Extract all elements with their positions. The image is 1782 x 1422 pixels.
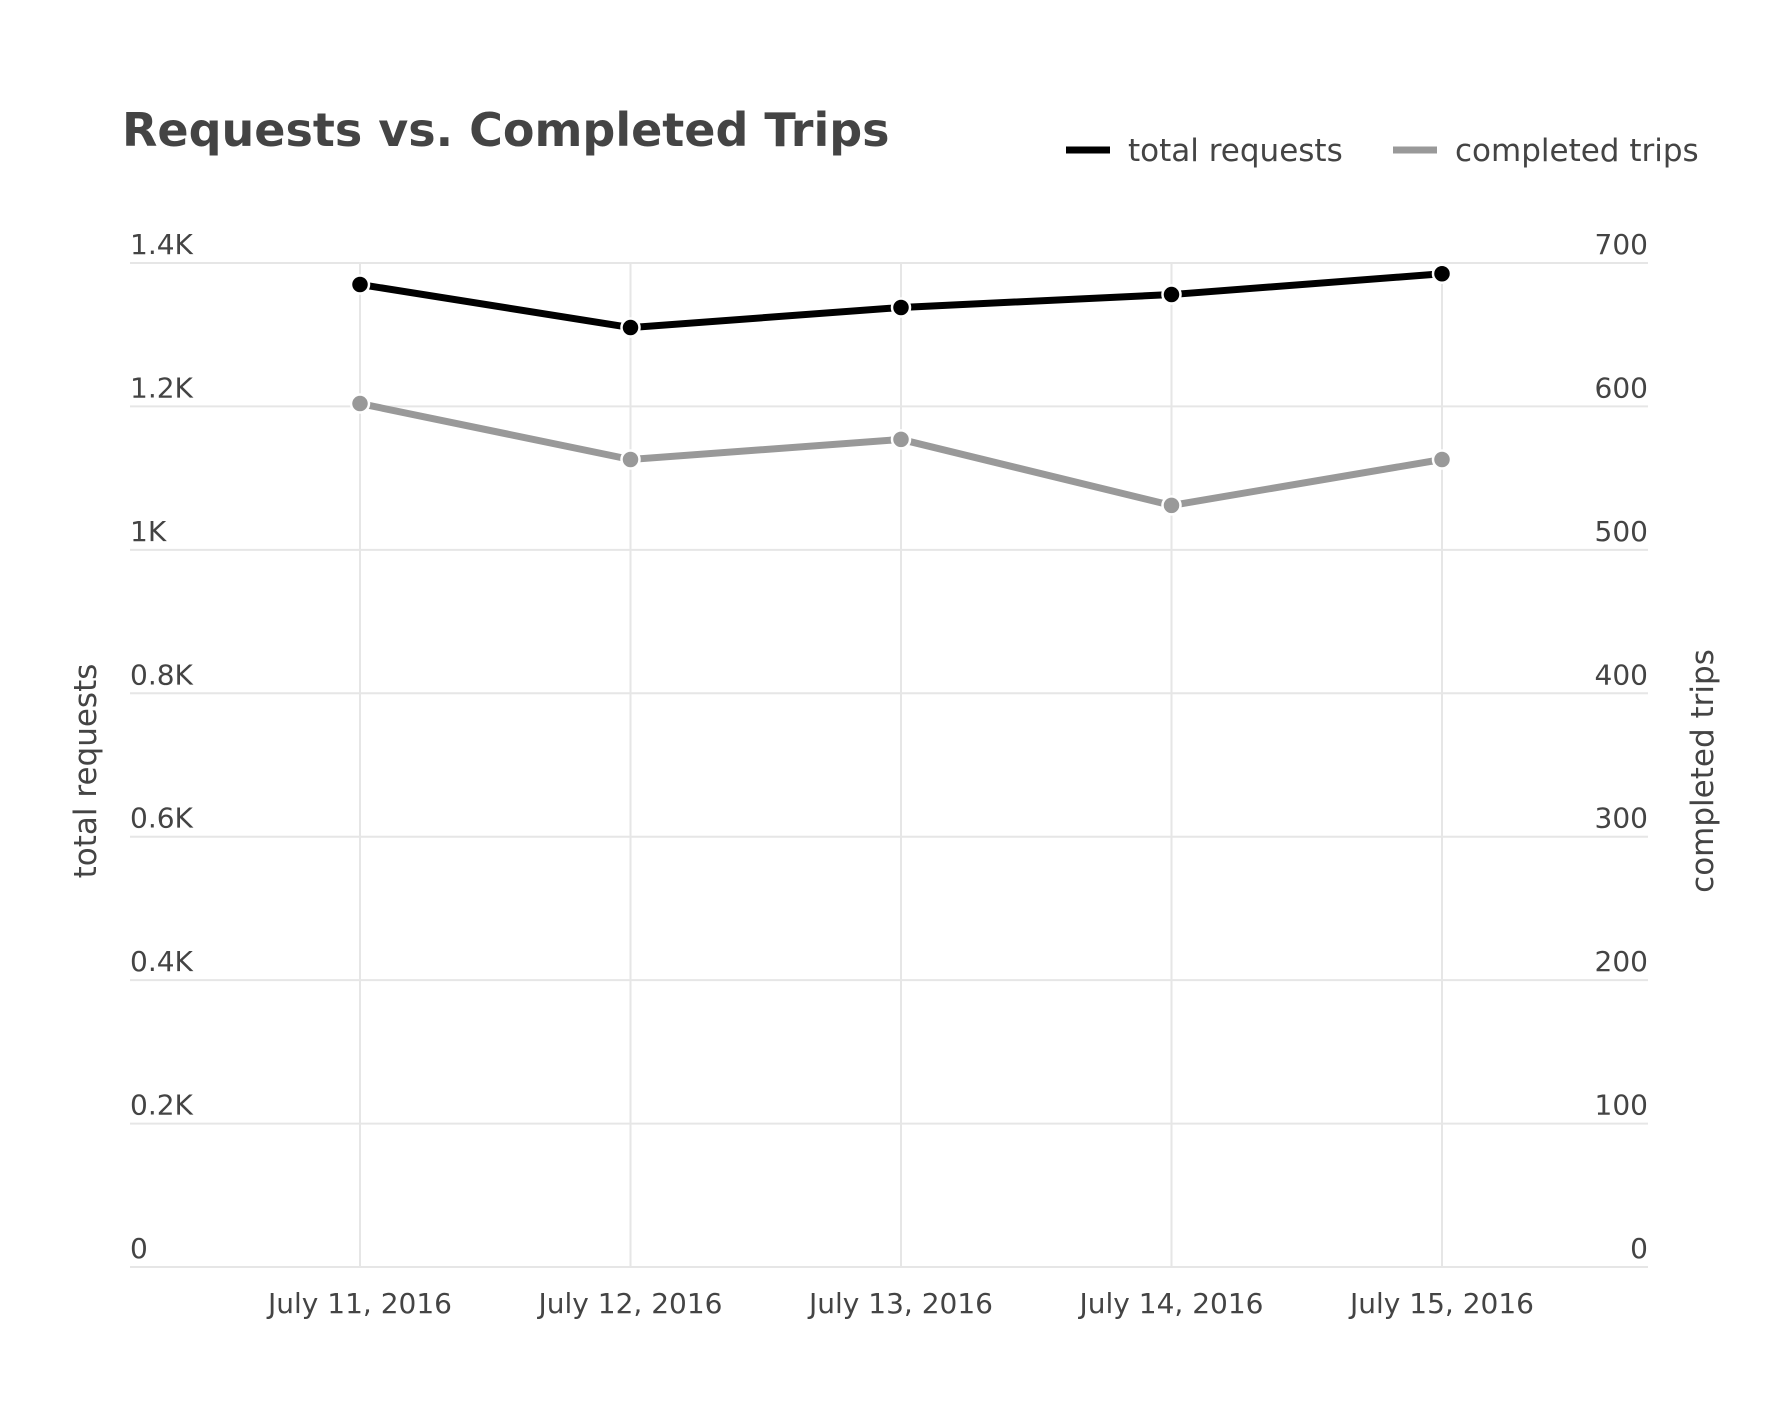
y-right-tick-label: 600 [1595,371,1648,404]
y-left-tick-label: 1K [130,515,167,548]
y-left-tick-label: 0.2K [130,1089,194,1122]
y-left-tick-label: 0 [130,1232,148,1265]
data-point[interactable] [349,393,371,414]
y-right-tick-label: 700 [1595,228,1648,261]
x-tick-label: July 11, 2016 [266,1287,452,1320]
y-axis-left-label: total requests [68,664,104,879]
y-axis-right-label: completed trips [1685,649,1721,893]
gridlines [130,262,1648,1268]
series-lines [349,263,1453,516]
legend-label: total requests [1128,133,1343,169]
y-left-tick-label: 0.8K [130,658,194,691]
data-point[interactable] [1431,263,1453,285]
y-left-tick-label: 1.2K [130,371,194,404]
y-right-tick-label: 300 [1595,802,1648,835]
y-left-tick-label: 1.4K [130,228,194,261]
legend-label: completed trips [1455,133,1699,169]
x-tick-label: July 15, 2016 [1348,1287,1534,1320]
y-right-tick-label: 400 [1595,658,1648,691]
x-tick-label: July 14, 2016 [1078,1287,1264,1320]
y-right-tick-label: 200 [1595,945,1648,978]
data-point[interactable] [620,317,641,338]
y-right-tick-label: 500 [1595,515,1648,548]
data-point[interactable] [890,297,912,318]
data-point[interactable] [349,274,371,295]
data-point[interactable] [1161,495,1182,516]
chart-title: Requests vs. Completed Trips [122,103,890,157]
data-point[interactable] [1431,449,1453,470]
data-point[interactable] [890,429,912,450]
x-tick-label: July 12, 2016 [537,1287,723,1320]
legend-item[interactable]: total requests [1066,133,1343,169]
y-left-tick-label: 0.6K [130,802,194,835]
axis-ticks: 0 0 0.2K 100 0.4K 200 0.6K 300 0.8K 400 1K 500 1.2K 6… [130,228,1648,1320]
data-point[interactable] [1161,284,1182,305]
legend[interactable]: total requests completed trips [1066,133,1699,169]
legend-item[interactable]: completed trips [1393,133,1699,169]
y-right-tick-label: 0 [1630,1232,1648,1265]
y-left-tick-label: 0.4K [130,945,194,978]
data-point[interactable] [620,449,641,470]
y-right-tick-label: 100 [1595,1089,1648,1122]
x-tick-label: July 13, 2016 [807,1287,993,1320]
